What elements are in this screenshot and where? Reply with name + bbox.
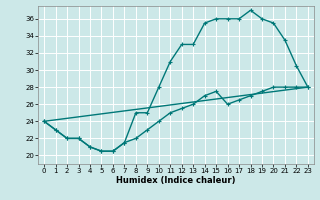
X-axis label: Humidex (Indice chaleur): Humidex (Indice chaleur)	[116, 176, 236, 185]
